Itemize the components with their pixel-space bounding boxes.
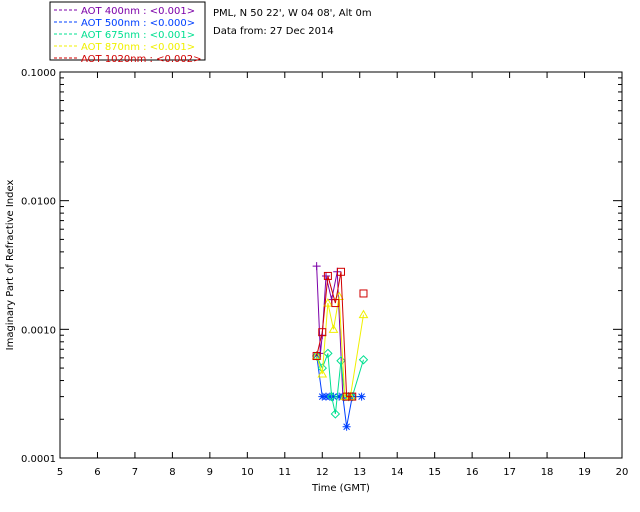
data-point [312,352,321,361]
legend-entry: AOT 1020nm : <0.002> [81,54,201,65]
data-point [311,351,322,361]
y-axis: 0.0001 0.0010 0.0100 0.1000 [21,68,622,465]
series-aot-1020nm [312,267,368,401]
x-tick-label: 13 [353,467,366,478]
legend-box [49,1,206,61]
data-point [323,298,333,307]
x-tick-label: 5 [57,467,63,478]
data-point [337,267,345,276]
y-axis-label: Imaginary Part of Refractive Index [5,180,16,351]
data-point [329,392,338,401]
x-tick-label: 16 [466,467,479,478]
legend-entry: AOT 870nm : <0.001> [81,42,195,53]
x-tick-label: 6 [94,467,100,478]
legend-entry: AOT 675nm : <0.001> [81,30,195,41]
x-tick-label: 15 [428,467,441,478]
y-tick-label: 0.0010 [21,325,56,336]
x-tick-label: 20 [616,467,629,478]
y-tick-label: 0.0100 [21,197,56,208]
x-tick-label: 19 [578,467,591,478]
x-tick-label: 14 [391,467,404,478]
x-tick-label: 12 [316,467,329,478]
site-info: PML, N 50 22', W 04 08', Alt 0m [213,8,372,19]
data-point [323,348,333,359]
data-point [358,309,369,319]
x-tick-label: 8 [169,467,175,478]
data-point [342,392,351,401]
data-point [348,392,357,401]
x-axis: 5 6 7 8 9 10 11 12 13 14 15 16 17 18 19 20 [57,72,629,478]
legend-entry: AOT 500nm : <0.000> [81,18,195,29]
x-tick-label: 18 [541,467,554,478]
x-tick-label: 17 [503,467,516,478]
x-tick-label: 11 [278,467,291,478]
data-point [336,356,346,366]
data-point [312,262,321,271]
data-point [322,271,331,280]
data-point [359,289,368,298]
data-point [317,368,328,378]
data-point [357,392,366,401]
x-tick-label: 10 [241,467,254,478]
date-info: Data from: 27 Dec 2014 [213,26,334,37]
x-tick-label: 7 [132,467,138,478]
data-point [342,422,351,431]
data-point [330,409,341,419]
legend: AOT 400nm : <0.001>AOT 500nm : <0.000>AO… [49,1,206,65]
plot-series [311,262,369,431]
x-tick-label: 9 [207,467,213,478]
y-tick-label: 0.1000 [21,68,56,79]
series-line [316,271,353,398]
data-point [318,328,327,337]
data-point [331,299,340,308]
x-axis-label: Time (GMT) [311,483,370,494]
data-point [358,355,369,365]
legend-entry: AOT 400nm : <0.001> [81,6,195,17]
data-point [326,391,337,402]
y-tick-label: 0.0001 [21,454,56,465]
data-point [323,271,332,280]
plot-frame [59,71,623,459]
data-point [328,324,339,333]
